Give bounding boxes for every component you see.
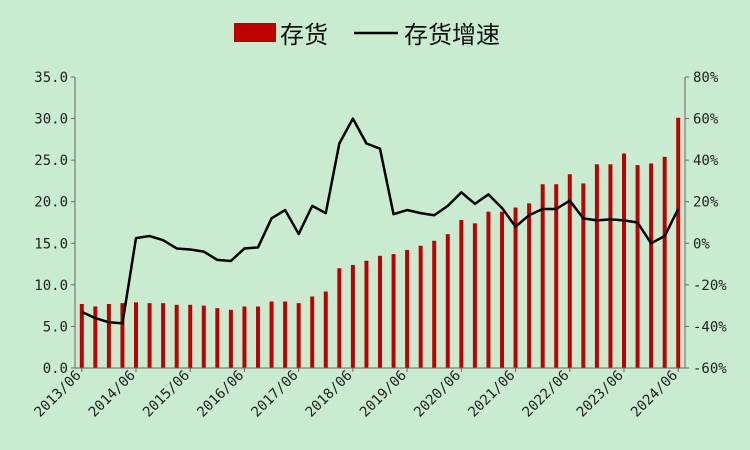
right-y-axis-ticks: -60% -40% -20% 0% 20% 40% 60% 80% [685, 70, 727, 377]
bar-inventory-27 [445, 234, 450, 368]
right-tick-label-1: -40% [693, 319, 727, 335]
bar-inventory-7 [174, 304, 179, 368]
bar-inventory-37 [581, 183, 586, 368]
right-tick-label-3: 0% [693, 236, 710, 252]
bar-inventory-9 [201, 305, 206, 368]
bar-inventory-3 [120, 303, 125, 368]
right-tick-label-7: 80% [693, 70, 719, 86]
left-tick-label-3: 15.0 [34, 236, 68, 252]
bar-inventory-25 [418, 245, 423, 368]
bar-series-inventory [79, 117, 681, 369]
bar-inventory-5 [147, 303, 152, 368]
bar-inventory-19 [337, 268, 342, 368]
bar-inventory-29 [472, 223, 477, 368]
bar-inventory-42 [649, 163, 654, 368]
bar-inventory-23 [391, 254, 396, 368]
bar-inventory-22 [378, 255, 382, 368]
bar-inventory-17 [310, 296, 315, 368]
bar-inventory-39 [608, 164, 613, 368]
right-tick-label-4: 20% [693, 195, 719, 211]
bar-inventory-33 [527, 203, 532, 368]
bar-inventory-11 [228, 309, 233, 368]
bar-inventory-15 [283, 301, 288, 368]
bar-inventory-0 [79, 303, 84, 368]
left-tick-label-5: 25.0 [34, 153, 68, 169]
bar-inventory-26 [432, 240, 437, 368]
legend-bar-swatch [234, 23, 276, 42]
bar-inventory-43 [662, 156, 667, 368]
right-tick-label-0: -60% [693, 361, 727, 377]
left-tick-label-6: 30.0 [34, 112, 68, 128]
right-tick-label-6: 60% [693, 112, 719, 128]
bar-inventory-40 [622, 153, 626, 368]
bar-inventory-14 [269, 301, 274, 368]
bar-inventory-1 [93, 306, 98, 368]
line-series-inventory-growth [81, 117, 680, 325]
left-tick-label-0: 0.0 [43, 361, 68, 377]
legend: 存货 存货增速 [234, 21, 500, 49]
left-tick-label-4: 20.0 [34, 195, 68, 211]
bar-inventory-41 [635, 165, 640, 368]
bar-inventory-2 [106, 303, 111, 368]
bar-inventory-10 [215, 308, 220, 368]
left-tick-label-1: 5.0 [43, 319, 68, 335]
bar-inventory-36 [567, 174, 572, 368]
bar-inventory-18 [323, 291, 328, 368]
bar-inventory-21 [364, 260, 369, 368]
legend-growth-label: 存货增速 [404, 21, 500, 49]
left-y-axis-ticks: 0.0 5.0 10.0 15.0 20.0 25.0 30.0 35.0 [34, 70, 75, 377]
bar-inventory-44 [676, 117, 681, 369]
legend-inventory-label: 存货 [280, 21, 328, 49]
right-tick-label-5: 40% [693, 153, 719, 169]
bar-inventory-34 [540, 184, 545, 368]
bar-inventory-38 [594, 164, 599, 368]
bar-inventory-24 [405, 249, 410, 368]
bar-inventory-20 [350, 264, 355, 368]
bar-inventory-4 [134, 302, 138, 368]
left-tick-label-7: 35.0 [34, 70, 68, 86]
bar-inventory-32 [513, 207, 518, 368]
left-tick-label-2: 10.0 [34, 278, 68, 294]
bar-inventory-16 [296, 303, 301, 368]
bar-inventory-31 [500, 211, 504, 368]
bar-inventory-28 [459, 220, 464, 368]
bar-inventory-35 [554, 184, 559, 368]
bar-inventory-13 [256, 306, 260, 368]
bar-inventory-8 [188, 304, 193, 368]
bar-inventory-12 [242, 306, 247, 368]
bar-inventory-6 [161, 303, 166, 368]
bar-inventory-30 [486, 211, 491, 368]
right-tick-label-2: -20% [693, 278, 727, 294]
